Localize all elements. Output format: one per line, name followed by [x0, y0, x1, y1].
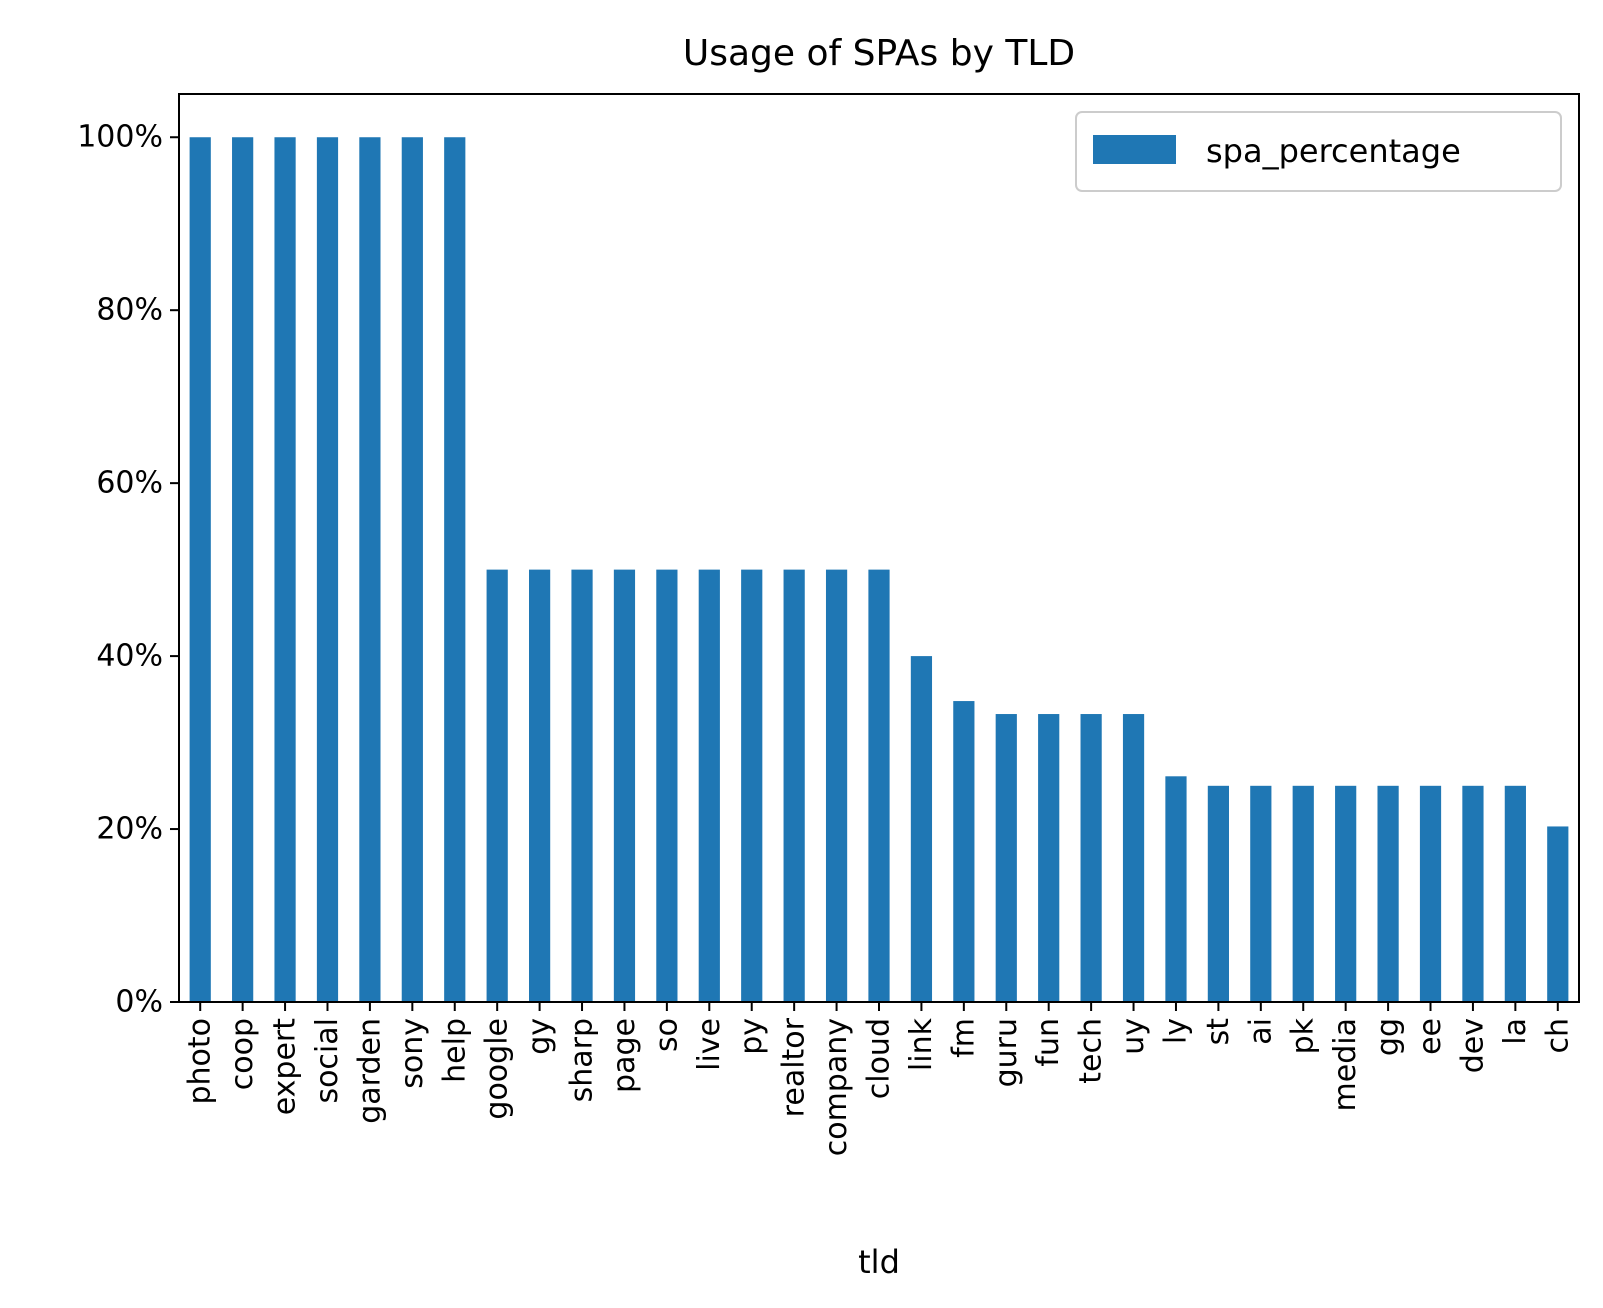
x-tick-label: garden: [352, 1018, 387, 1124]
x-tick-label: gg: [1371, 1018, 1406, 1056]
bar-tech: [1080, 714, 1102, 1002]
x-tick-label: google: [480, 1018, 515, 1120]
x-tick-label: cloud: [862, 1018, 897, 1099]
bar-coop: [232, 137, 254, 1002]
bar-st: [1207, 785, 1229, 1002]
bar-fm: [953, 701, 975, 1002]
bar-cloud: [868, 569, 890, 1002]
plot-frame: [178, 93, 1580, 1003]
bar-guru: [995, 714, 1017, 1002]
bars-group: [189, 137, 1569, 1002]
bar-media: [1335, 785, 1357, 1002]
y-tick-label: 20%: [96, 812, 163, 847]
x-tick-label: guru: [989, 1018, 1024, 1087]
legend-label: spa_percentage: [1206, 132, 1461, 170]
bar-social: [316, 137, 339, 1002]
x-tick-label: photo: [183, 1018, 218, 1105]
x-tick-label: ly: [1158, 1018, 1193, 1044]
x-tick-label: la: [1498, 1018, 1533, 1045]
bar-live: [698, 569, 720, 1002]
bar-page: [613, 569, 636, 1002]
x-tick-label: sony: [395, 1018, 430, 1089]
x-tick-label: st: [1201, 1018, 1236, 1046]
bar-ch: [1547, 826, 1569, 1002]
x-tick-label: so: [649, 1018, 684, 1052]
bar-sony: [401, 137, 423, 1002]
x-tick-label: pk: [1286, 1017, 1321, 1054]
bar-help: [444, 137, 466, 1002]
x-axis-label: tld: [858, 1243, 900, 1281]
bar-photo: [189, 137, 211, 1002]
bar-gy: [529, 569, 551, 1002]
x-tick-label: expert: [268, 1018, 303, 1116]
x-tick-label: ai: [1243, 1018, 1278, 1045]
bar-garden: [359, 137, 381, 1002]
bar-py: [741, 569, 763, 1002]
x-tick-label: uy: [1116, 1018, 1151, 1055]
y-tick-label: 100%: [77, 120, 163, 155]
x-tick-label: fun: [1031, 1018, 1066, 1067]
x-tick-label: link: [904, 1017, 939, 1071]
x-tick-label: ch: [1540, 1018, 1575, 1054]
x-tick-label: page: [607, 1018, 642, 1093]
bar-expert: [274, 137, 296, 1002]
bar-realtor: [783, 569, 805, 1002]
y-axis: 0% 20% 40% 60% 80% 100%: [77, 120, 179, 1020]
y-tick-label: 0%: [115, 985, 163, 1020]
x-tick-label: fm: [946, 1018, 981, 1058]
x-tick-label: help: [437, 1018, 472, 1083]
x-tick-label: sharp: [565, 1018, 600, 1102]
x-tick-label: media: [1328, 1018, 1363, 1111]
bar-ly: [1165, 776, 1187, 1002]
x-tick-label: coop: [225, 1018, 260, 1090]
bar-gg: [1377, 785, 1399, 1002]
bar-link: [910, 656, 933, 1002]
bar-company: [825, 569, 848, 1002]
bar-dev: [1462, 785, 1484, 1002]
bar-ai: [1250, 785, 1272, 1002]
x-tick-label: live: [692, 1018, 727, 1071]
bar-google: [486, 569, 508, 1002]
x-axis: photo coop expert social garden sony help googl…: [183, 1002, 1575, 1156]
x-tick-label: gy: [522, 1018, 557, 1055]
bar-sharp: [571, 569, 593, 1002]
x-tick-label: ee: [1413, 1018, 1448, 1055]
legend-swatch: [1093, 135, 1176, 164]
bar-ee: [1419, 785, 1442, 1002]
y-tick-label: 80%: [96, 293, 163, 328]
x-tick-label: company: [819, 1018, 854, 1156]
x-tick-label: py: [734, 1018, 769, 1055]
bar-so: [656, 569, 678, 1002]
x-tick-label: tech: [1074, 1018, 1109, 1084]
legend-box: [1075, 111, 1562, 192]
chart-title: Usage of SPAs by TLD: [683, 33, 1075, 74]
y-tick-label: 60%: [96, 466, 163, 501]
bar-fun: [1038, 714, 1060, 1002]
bar-uy: [1122, 714, 1145, 1002]
bar-pk: [1292, 785, 1314, 1002]
bar-la: [1504, 785, 1526, 1002]
x-tick-label: social: [310, 1018, 345, 1104]
legend[interactable]: spa_percentage: [1075, 111, 1562, 192]
x-tick-label: realtor: [777, 1017, 812, 1117]
x-tick-label: dev: [1455, 1018, 1490, 1073]
y-tick-label: 40%: [96, 639, 163, 674]
